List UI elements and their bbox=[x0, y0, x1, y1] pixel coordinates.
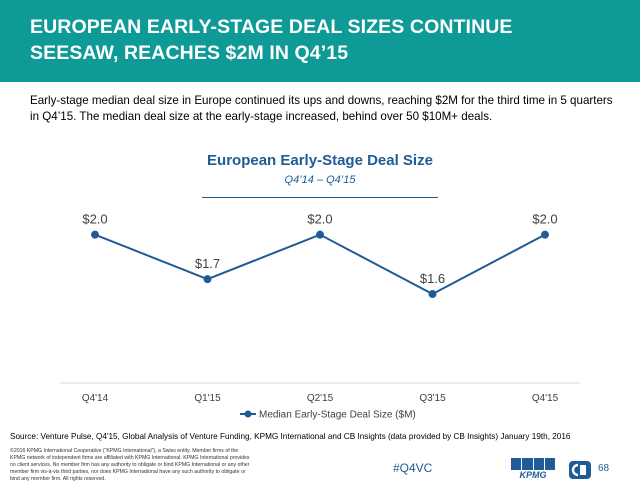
page-title-line-1: EUROPEAN EARLY-STAGE DEAL SIZES CONTINUE bbox=[30, 16, 513, 38]
legend-label: Median Early-Stage Deal Size ($M) bbox=[259, 410, 416, 421]
page-title-line-2: SEESAW, REACHES $2M IN Q4’15 bbox=[30, 42, 349, 64]
cb-insights-logo bbox=[569, 461, 591, 479]
data-point bbox=[203, 275, 212, 284]
hashtag: #Q4VC bbox=[393, 461, 433, 475]
chart-title-divider bbox=[202, 197, 438, 198]
data-point bbox=[541, 230, 549, 239]
legend: Median Early-Stage Deal Size ($M) bbox=[240, 410, 416, 421]
data-label: $2.0 bbox=[82, 212, 107, 227]
x-tick-label: Q3'15 bbox=[419, 393, 446, 404]
data-point bbox=[91, 230, 99, 239]
source-note: Source: Venture Pulse, Q4'15, Global Ana… bbox=[10, 432, 571, 441]
series-layer: $2.0 $1.7 $2.0 $1.6 $2.0 bbox=[82, 212, 558, 298]
data-label: $1.6 bbox=[420, 271, 445, 286]
x-tick-labels: Q4'14 Q1'15 Q2'15 Q3'15 Q4'15 bbox=[82, 393, 559, 404]
x-tick-label: Q2'15 bbox=[307, 393, 334, 404]
series-line bbox=[94, 233, 546, 296]
legal-disclaimer: ©2016 KPMG International Cooperative (“K… bbox=[10, 448, 250, 482]
x-tick-label: Q4'14 bbox=[82, 393, 109, 404]
intro-paragraph: Early-stage median deal size in Europe c… bbox=[30, 94, 613, 123]
data-label: $1.7 bbox=[195, 256, 220, 271]
line-chart: $2.0 $1.7 $2.0 $1.6 $2.0 Q4'14 Q1'15 Q2'15 Q3'1… bbox=[60, 212, 580, 421]
legend-marker bbox=[244, 410, 252, 418]
x-tick-label: Q4'15 bbox=[532, 393, 559, 404]
page-number: 68 bbox=[598, 463, 610, 474]
data-label: $2.0 bbox=[307, 212, 332, 227]
chart-subtitle: Q4’14 – Q4’15 bbox=[284, 174, 356, 186]
chart-title: European Early-Stage Deal Size bbox=[207, 152, 433, 169]
kpmg-logo-boxes bbox=[511, 458, 555, 470]
header-banner: EUROPEAN EARLY-STAGE DEAL SIZES CONTINUE… bbox=[0, 0, 640, 82]
data-label: $2.0 bbox=[532, 212, 557, 227]
kpmg-logo: KPMG bbox=[511, 458, 555, 480]
data-point bbox=[316, 230, 324, 239]
data-point bbox=[428, 290, 437, 298]
kpmg-logo-text: KPMG bbox=[519, 470, 547, 480]
page-title: EUROPEAN EARLY-STAGE DEAL SIZES CONTINUE… bbox=[30, 14, 610, 66]
x-tick-label: Q1'15 bbox=[194, 393, 221, 404]
